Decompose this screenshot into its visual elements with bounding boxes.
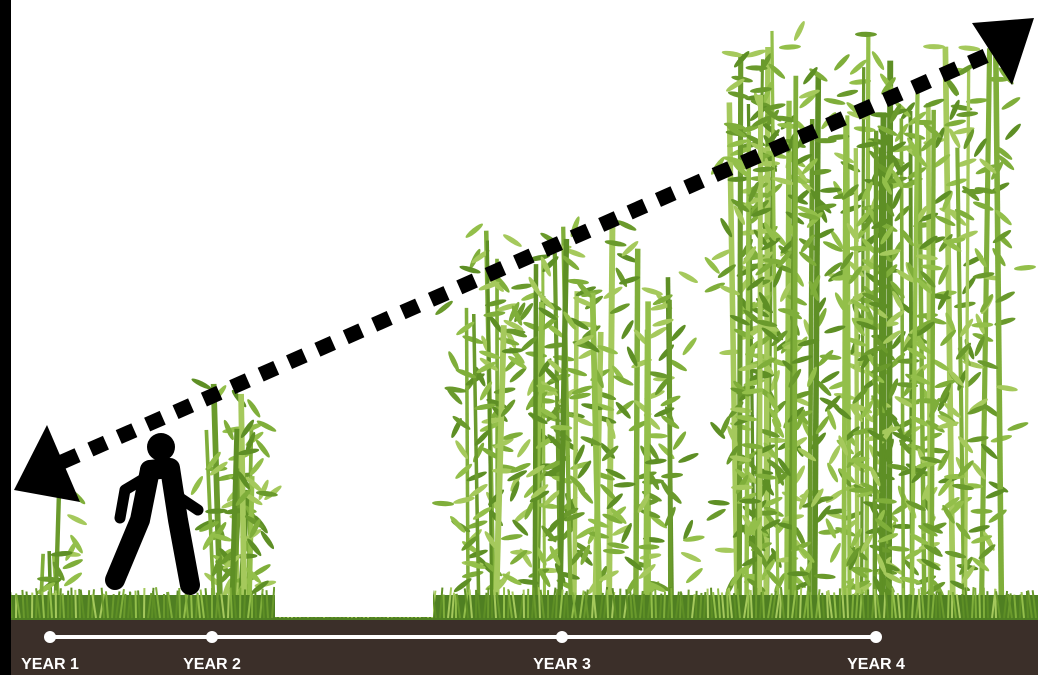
grass-blade	[696, 591, 697, 618]
bamboo-stalk	[844, 121, 846, 595]
bamboo-stalk	[636, 249, 638, 595]
grass-blade	[88, 590, 89, 618]
grass-blade	[607, 590, 608, 618]
grass-blade	[975, 588, 976, 618]
person-head	[147, 433, 175, 461]
grass-blade	[228, 590, 229, 618]
grass-blade	[539, 587, 540, 618]
grass-blade	[688, 590, 689, 618]
timeline-dot	[44, 631, 56, 643]
bamboo-stalk	[670, 300, 671, 595]
grass-blade	[852, 594, 853, 618]
bamboo-stalk	[535, 264, 536, 595]
grass-blade	[847, 588, 848, 618]
grass-blade	[751, 590, 752, 618]
grass-blade	[567, 591, 568, 618]
grass-blade	[255, 592, 256, 618]
grass-blade	[63, 593, 64, 618]
grass-blade	[135, 591, 136, 618]
bamboo-stalk	[932, 110, 934, 595]
bamboo-stalk	[815, 75, 819, 595]
timeline-dot	[206, 631, 218, 643]
grass-blade	[796, 590, 797, 618]
page: YEAR 1YEAR 2YEAR 3YEAR 4 (() => { const …	[0, 0, 1038, 675]
grass-blade	[244, 589, 245, 618]
year-label: YEAR 3	[533, 656, 591, 673]
grass-blade	[556, 589, 557, 618]
grass-blade	[711, 588, 712, 618]
grass-blade	[71, 588, 72, 618]
grass-blade	[763, 591, 764, 618]
bamboo-stalk	[466, 308, 468, 595]
grass-blade	[1020, 594, 1021, 618]
bamboo-stalk	[794, 76, 796, 595]
grass-blade	[660, 594, 661, 618]
grass-blade	[827, 591, 828, 618]
year-label: YEAR 4	[847, 656, 905, 673]
grass-blade	[664, 592, 665, 618]
grass-blade	[939, 592, 940, 618]
left-strip	[0, 0, 11, 675]
bamboo-stalk	[875, 131, 876, 595]
grass-blade	[748, 590, 749, 618]
grass-blade	[936, 591, 937, 618]
grass-blade	[979, 594, 980, 618]
bamboo-stalk	[574, 291, 576, 595]
illustration: YEAR 1 YEAR 2 YEAR 3 YEAR 4	[0, 0, 1038, 675]
grass-blade	[75, 590, 76, 618]
year-label: YEAR 1	[21, 656, 79, 673]
bamboo-stalk	[856, 148, 858, 595]
grass-blade	[179, 588, 180, 618]
grass-blade	[919, 589, 920, 618]
grass-blade	[48, 591, 49, 618]
grass-blade	[884, 592, 885, 618]
grass-blade	[60, 588, 61, 618]
grass-blade	[928, 589, 929, 618]
grass-blade	[704, 592, 705, 618]
grass-blade	[79, 589, 80, 618]
grass-blade	[655, 589, 656, 618]
grass-blade	[800, 587, 801, 618]
grass-blade	[948, 590, 949, 618]
bamboo-stalk	[41, 554, 43, 595]
timeline-dot	[870, 631, 882, 643]
timeline-dot	[556, 631, 568, 643]
bamboo-leaf	[849, 488, 871, 493]
grass-blade	[788, 590, 789, 618]
white-patch	[275, 585, 433, 617]
grass-blade	[875, 589, 876, 618]
grass-blade	[903, 588, 904, 618]
grass-blade	[191, 594, 192, 618]
grass-blade	[651, 590, 652, 618]
bamboo-leaf	[787, 571, 809, 576]
grass-blade	[987, 591, 988, 618]
grass-blade	[727, 589, 728, 618]
grass-blade	[671, 588, 672, 618]
year-label: YEAR 2	[183, 656, 241, 673]
